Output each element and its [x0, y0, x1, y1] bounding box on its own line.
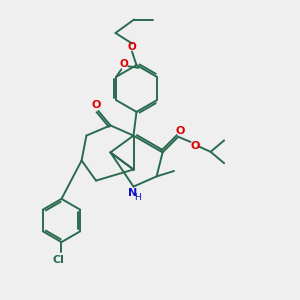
Text: O: O — [120, 59, 129, 69]
Text: Cl: Cl — [52, 255, 64, 265]
Text: O: O — [128, 42, 136, 52]
Text: O: O — [175, 126, 184, 136]
Text: N: N — [128, 188, 137, 198]
Text: O: O — [190, 140, 200, 151]
Text: H: H — [134, 193, 141, 202]
Text: O: O — [91, 100, 101, 110]
